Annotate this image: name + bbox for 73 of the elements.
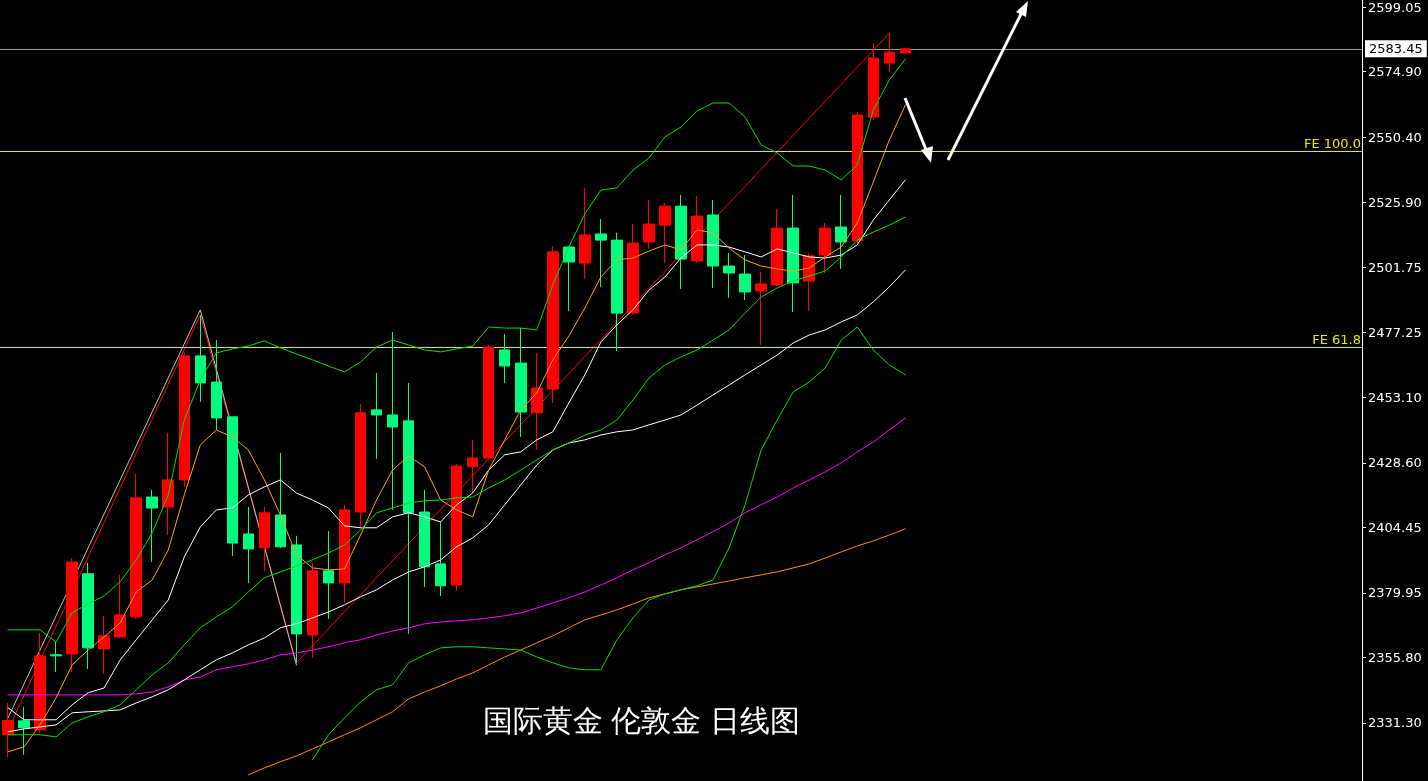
candlestick — [868, 42, 879, 121]
candlestick — [499, 333, 510, 384]
line-series — [7, 417, 906, 696]
candlestick — [162, 432, 174, 536]
candlestick — [82, 562, 94, 670]
candlestick — [563, 245, 575, 312]
candlestick — [691, 195, 703, 264]
candlestick — [307, 562, 318, 659]
candlestick — [659, 202, 671, 264]
text: 国际黄金 伦敦金 日线图 — [483, 703, 800, 737]
y-tick-label: 2355.80 — [1368, 649, 1422, 665]
candlestick — [259, 506, 270, 572]
candlestick — [243, 506, 254, 584]
candlestick — [66, 557, 78, 673]
candlestick — [98, 615, 110, 675]
candlestick — [707, 199, 719, 289]
candlestick — [130, 473, 142, 620]
candlestick — [114, 574, 126, 639]
candlestick — [515, 327, 527, 438]
candlestick — [275, 452, 286, 549]
line-series — [247, 528, 906, 776]
candlestick — [675, 194, 687, 290]
y-tick-label: 2501.75 — [1368, 259, 1422, 275]
y-tick-label: 2477.25 — [1368, 325, 1422, 341]
y-tick-label: 2428.60 — [1368, 455, 1422, 471]
candlestick — [18, 706, 30, 756]
candlestick — [595, 218, 607, 288]
candlestick — [323, 530, 334, 620]
candlestick — [179, 352, 190, 488]
line-series — [311, 326, 906, 761]
candlestick — [387, 331, 398, 511]
candlestick — [547, 245, 559, 404]
candlestick — [355, 403, 366, 529]
y-tick-label: 2379.95 — [1368, 585, 1422, 601]
candlestick — [900, 47, 911, 54]
candlestick — [227, 416, 238, 557]
line-series — [7, 58, 906, 643]
candlestick — [371, 372, 382, 460]
y-tick-label: 2599.05 — [1368, 0, 1422, 15]
candlestick — [787, 194, 799, 313]
candlestick — [50, 641, 62, 673]
candlestick — [835, 194, 847, 270]
y-tick-label: 2574.90 — [1368, 64, 1422, 80]
candlestick — [739, 254, 751, 301]
ref-line-label: FE 61.8 — [1312, 332, 1361, 348]
candlestick — [852, 111, 863, 245]
candlestick — [819, 222, 831, 274]
y-tick-label: 2550.40 — [1368, 129, 1422, 145]
ref-line-label: FE 100.0 — [1303, 136, 1361, 152]
candlestick — [579, 187, 591, 280]
candlestick — [146, 489, 158, 563]
y-tick-label: 2404.45 — [1368, 519, 1422, 535]
candlestick — [435, 521, 446, 597]
candlestick — [531, 352, 543, 451]
candlestick — [419, 489, 430, 588]
candlestick — [195, 314, 206, 403]
candlestick — [467, 439, 478, 494]
candlestick — [339, 504, 350, 604]
y-tick-label: 2331.30 — [1368, 715, 1422, 731]
candlestick — [723, 252, 735, 299]
candlestick — [643, 199, 655, 250]
candlestick — [771, 208, 783, 287]
candlestick — [211, 339, 222, 431]
ref-line-label: 2583.45 — [1369, 41, 1423, 57]
candlestick — [403, 382, 414, 635]
candlestick — [451, 463, 462, 592]
y-tick-label: 2525.90 — [1368, 195, 1422, 211]
candlestick — [611, 232, 623, 352]
candlestick — [755, 271, 767, 346]
candlestick — [291, 535, 302, 664]
candlestick — [627, 223, 639, 316]
candlestick — [483, 344, 494, 461]
y-tick-label: 2453.10 — [1368, 389, 1422, 405]
